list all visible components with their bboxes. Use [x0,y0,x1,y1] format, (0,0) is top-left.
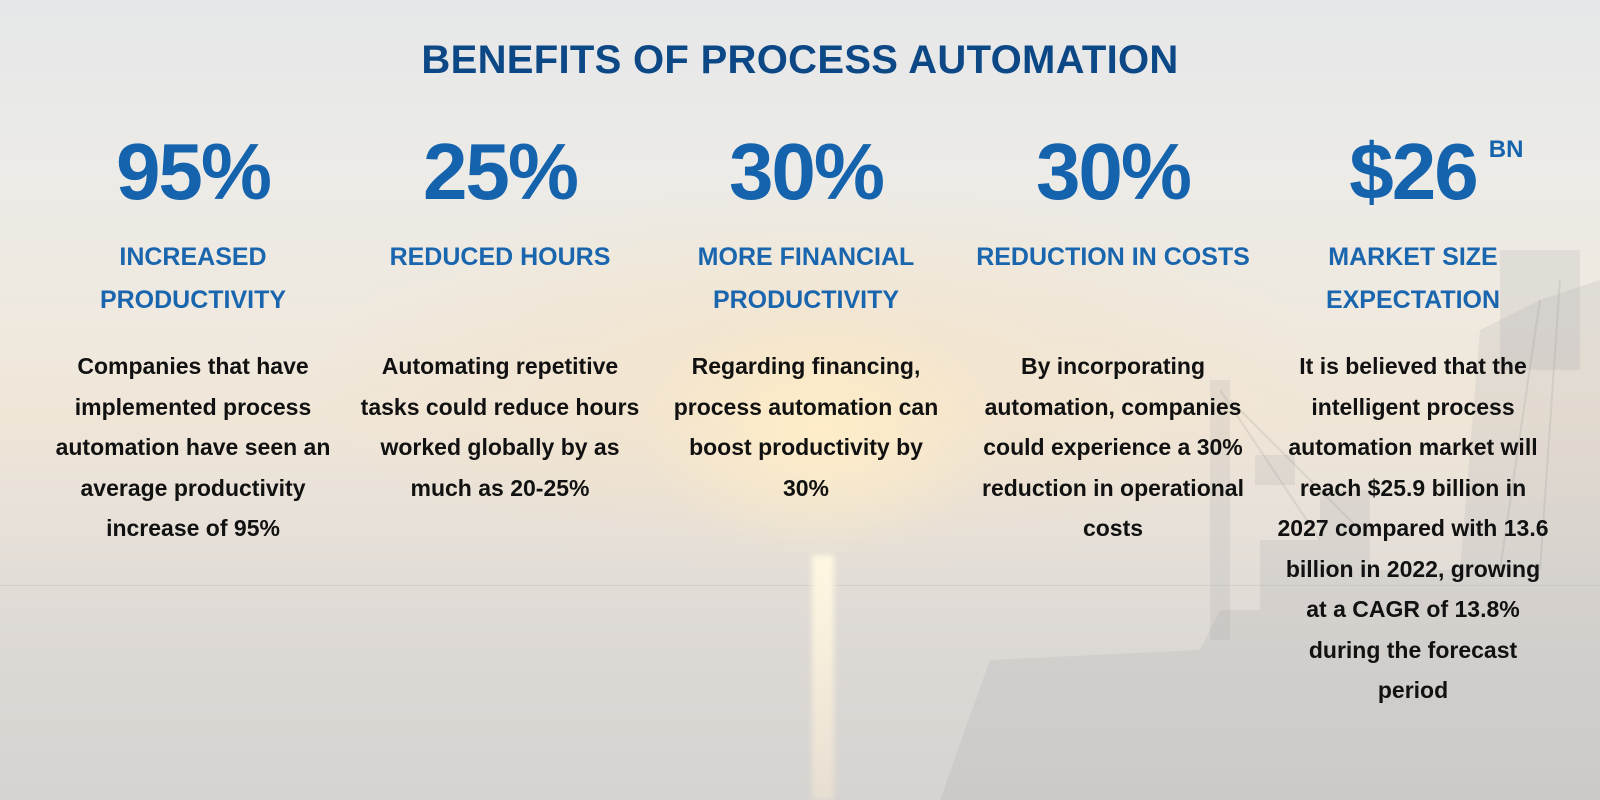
benefit-description: By incorporating automation, companies c… [982,353,1244,541]
benefit-heading: MORE FINANCIAL PRODUCTIVITY [697,243,915,314]
benefit-description: Companies that have implemented process … [55,353,331,541]
benefit-card-market: $26 BN MARKET SIZE EXPECTATION It is beli… [1273,128,1553,711]
benefit-heading: MARKET SIZE EXPECTATION [1325,243,1501,314]
benefit-heading: INCREASED PRODUCTIVITY [99,243,287,314]
benefit-card-financial: 30% MORE FINANCIAL PRODUCTIVITY Regardin… [666,128,946,508]
page-title: BENEFITS OF PROCESS AUTOMATION [421,38,1179,82]
stat-value: 25% [422,127,579,216]
benefit-card-productivity: 95% INCREASED PRODUCTIVITY Companies tha… [53,128,333,549]
benefit-description: Regarding financing, process automation … [673,353,939,501]
benefit-heading: REDUCTION IN COSTS [976,243,1250,271]
benefit-card-hours: 25% REDUCED HOURS Automating repetitive … [360,128,640,508]
benefit-description: It is believed that the intelligent proc… [1277,353,1549,703]
stat-suffix: BN [1488,136,1524,163]
stat-value: 95% [115,127,272,216]
horizon-line [0,585,1600,586]
stat-value: 30% [728,127,885,216]
sun-reflection [812,555,834,800]
benefit-heading: REDUCED HOURS [389,243,611,271]
ship-silhouette [940,250,1600,800]
benefit-card-costs: 30% REDUCTION IN COSTS By incorporating … [973,128,1253,549]
stat-value: 30% [1035,127,1192,216]
stat-value: $26 [1349,127,1478,216]
benefit-description: Automating repetitive tasks could reduce… [360,353,640,501]
stat-value-wrapper: $26 BN [1273,128,1553,218]
